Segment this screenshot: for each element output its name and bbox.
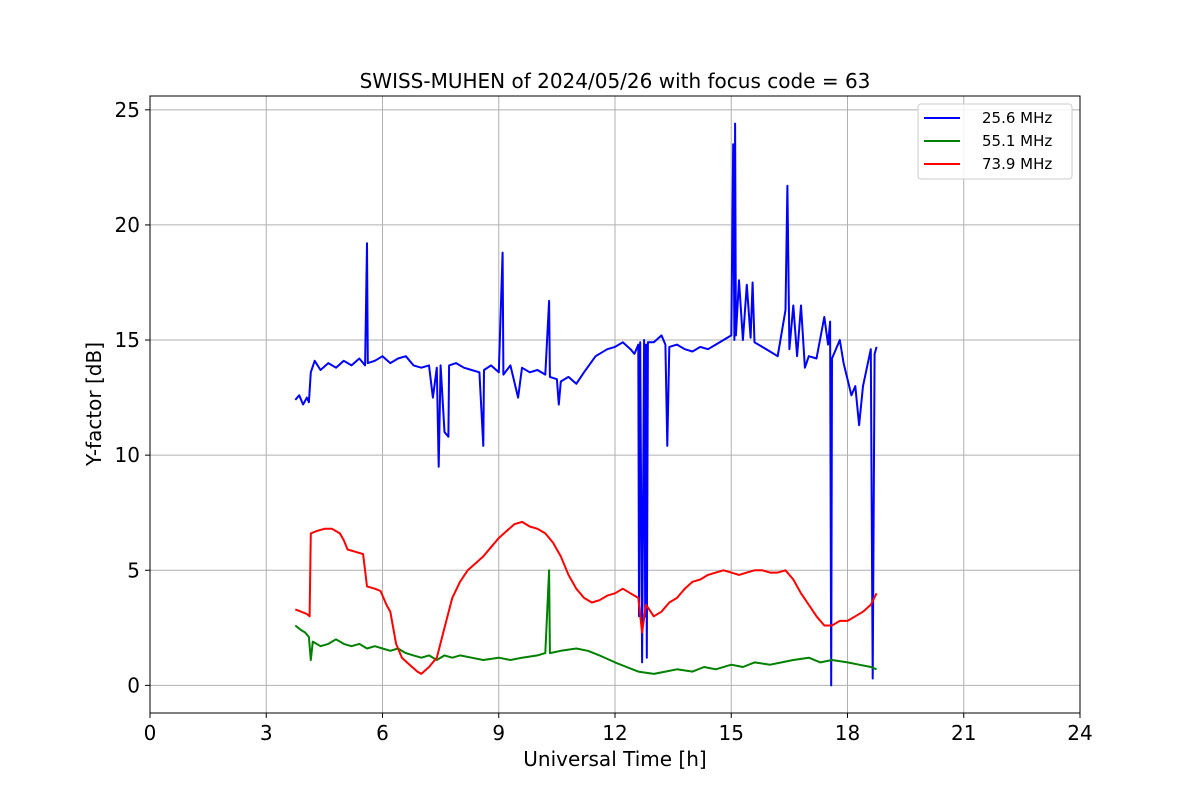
x-tick-label: 0 — [144, 721, 157, 745]
y-axis: 0 5 10 15 20 25 — [115, 98, 150, 697]
x-axis-label: Universal Time [h] — [523, 747, 706, 771]
legend-entry: 55.1 MHz — [982, 132, 1052, 150]
legend-entry: 25.6 MHz — [982, 109, 1052, 127]
x-tick-label: 12 — [602, 721, 627, 745]
y-tick-label: 25 — [115, 98, 140, 122]
legend: 25.6 MHz 55.1 MHz 73.9 MHz — [917, 103, 1073, 180]
series-layer — [294, 122, 878, 687]
x-tick-label: 21 — [951, 721, 976, 745]
series-line-2 — [294, 520, 878, 675]
series-line-1 — [294, 569, 877, 675]
legend-entry: 73.9 MHz — [982, 155, 1052, 173]
x-tick-label: 24 — [1067, 721, 1092, 745]
x-tick-label: 3 — [260, 721, 273, 745]
series-line-0 — [294, 122, 878, 687]
y-axis-label: Y-factor [dB] — [82, 342, 106, 467]
y-tick-label: 0 — [127, 673, 140, 697]
x-tick-label: 18 — [835, 721, 860, 745]
y-tick-label: 10 — [115, 443, 140, 467]
legend-box — [917, 103, 1073, 180]
y-tick-label: 5 — [127, 558, 140, 582]
y-tick-label: 20 — [115, 213, 140, 237]
x-tick-label: 15 — [719, 721, 744, 745]
chart-title: SWISS-MUHEN of 2024/05/26 with focus cod… — [360, 69, 871, 93]
x-tick-label: 6 — [376, 721, 389, 745]
x-tick-label: 9 — [492, 721, 505, 745]
y-tick-label: 15 — [115, 328, 140, 352]
x-axis: 0 3 6 9 12 15 18 21 24 — [144, 713, 1093, 745]
